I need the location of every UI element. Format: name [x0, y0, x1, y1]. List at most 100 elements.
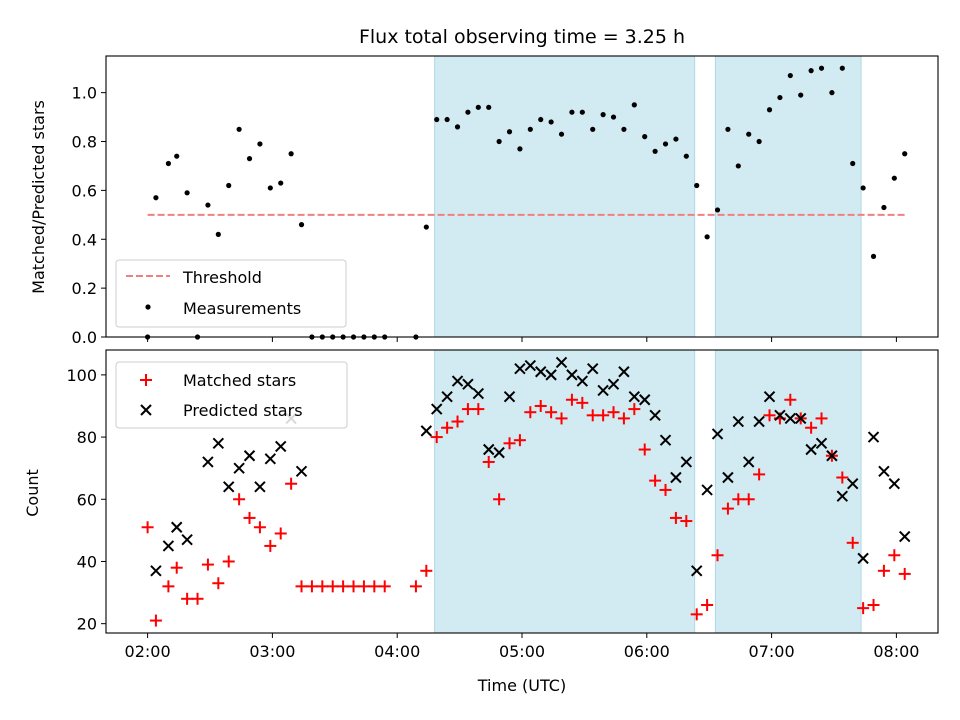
matched-point: [742, 493, 755, 506]
matched-point: [659, 483, 672, 496]
legend-box: [115, 361, 348, 429]
measurement-point: [766, 107, 773, 113]
measurement-point: [891, 175, 897, 181]
matched-point: [805, 421, 818, 434]
predicted-point: [576, 375, 589, 387]
measurement-point: [839, 65, 845, 71]
matched-point: [513, 434, 526, 447]
predicted-point: [451, 375, 464, 387]
x-tick-label: 06:00: [624, 642, 670, 661]
matched-point: [690, 608, 703, 621]
measurement-point: [746, 131, 752, 137]
y-axis-label-bottom: Count: [23, 469, 42, 517]
matched-point: [753, 468, 766, 481]
bottom-panel: 02:00 03:00 04:00 05:00 06:00 07:00 08:00 20 40…: [23, 349, 939, 695]
legend-top: Threshold Measurements: [115, 259, 347, 328]
measurement-point: [600, 112, 606, 118]
matched-point: [461, 403, 474, 416]
measurement-point: [257, 141, 263, 147]
measurement-point: [818, 65, 825, 71]
predicted-point: [150, 565, 162, 577]
matched-point: [503, 437, 516, 450]
matched-point: [181, 592, 194, 605]
matched-point: [482, 455, 495, 468]
predicted-point: [171, 521, 183, 533]
measurement-point: [621, 126, 627, 132]
predicted-point: [680, 456, 693, 468]
predicted-point: [431, 403, 443, 415]
measurement-point: [267, 185, 273, 191]
predicted-point: [774, 409, 786, 422]
predicted-point: [223, 481, 235, 493]
matched-point: [264, 539, 277, 552]
predicted-point: [483, 443, 495, 456]
x-tick-label: 03:00: [249, 642, 295, 661]
measurement-point: [423, 224, 429, 230]
y-tick-label: 0.4: [72, 230, 97, 249]
predicted-point: [607, 378, 620, 390]
measurement-point: [704, 234, 710, 240]
matched-point: [586, 409, 599, 422]
matched-point: [430, 431, 443, 444]
matched-point: [732, 493, 745, 506]
legend-measurements-swatch: [145, 304, 151, 310]
x-tick-label: 05:00: [499, 642, 545, 661]
measurement-point: [205, 202, 211, 208]
matched-point: [201, 558, 214, 571]
y-tick-label: 40: [77, 552, 97, 571]
predicted-point: [587, 362, 599, 375]
measurement-point: [673, 136, 679, 142]
measurement-point: [236, 126, 242, 132]
x-axis-label-bottom: Time (UTC): [477, 676, 566, 695]
y-tick-label: 80: [77, 428, 97, 447]
predicted-point: [420, 425, 433, 437]
matched-point: [170, 561, 183, 574]
matched-point: [305, 580, 318, 593]
predicted-point: [670, 471, 682, 484]
measurement-point: [725, 126, 731, 132]
legend-predicted-swatch: [140, 404, 152, 416]
measurement-point: [506, 129, 513, 135]
shaded-span: [434, 55, 696, 338]
top-panel: 0.0 0.2 0.4 0.6 0.8 1.0 Matched/Predicted sta…: [29, 55, 939, 347]
axes-frame-bottom: [105, 349, 939, 634]
shaded-span: [434, 349, 696, 634]
measurement-point: [798, 92, 804, 98]
matched-point: [233, 493, 246, 506]
predicted-point: [795, 412, 807, 425]
matched-point: [867, 599, 880, 612]
matched-point: [409, 580, 422, 593]
matched-point: [149, 614, 162, 627]
y-tick-label: 60: [77, 490, 97, 509]
matched-point: [846, 536, 859, 549]
matched-point: [253, 521, 266, 534]
matched-point: [597, 409, 610, 422]
y-tick-label: 100: [66, 366, 97, 385]
matched-point: [337, 580, 350, 593]
matched-point: [888, 549, 901, 562]
measurement-point: [683, 153, 689, 159]
measurement-point: [278, 180, 284, 186]
matched-point: [576, 396, 589, 409]
matched-point: [555, 412, 568, 425]
matched-point: [243, 511, 256, 524]
measurement-point: [850, 160, 856, 167]
measurement-point: [777, 94, 783, 101]
matched-point: [295, 580, 308, 593]
predicted-point: [597, 384, 609, 397]
measurement-point: [153, 195, 159, 201]
predicted-point: [535, 366, 547, 378]
predicted-point: [628, 390, 641, 403]
predicted-point: [243, 450, 256, 462]
measurement-point: [496, 138, 502, 145]
predicted-point: [649, 409, 661, 422]
matched-point: [534, 399, 547, 412]
predicted-point: [275, 440, 287, 453]
matched-point: [877, 564, 890, 577]
measurement-point: [808, 68, 814, 74]
measurement-point: [174, 153, 180, 159]
predicted-point: [524, 359, 537, 372]
x-tick-label: 07:00: [749, 642, 795, 661]
predicted-point: [899, 530, 911, 543]
